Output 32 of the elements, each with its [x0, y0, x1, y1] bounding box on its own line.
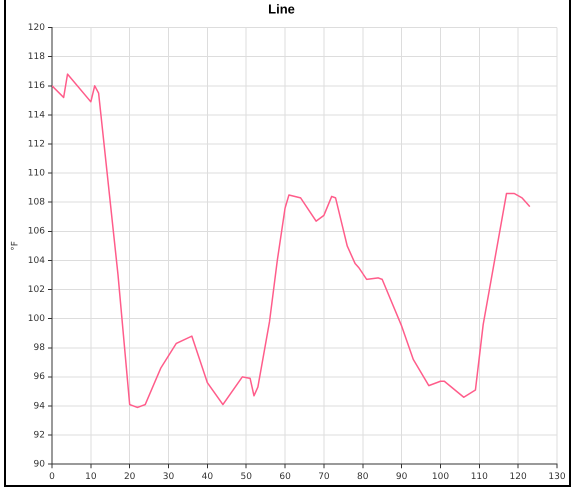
- y-tick-label: 120: [28, 22, 46, 33]
- chart-title: Line: [268, 1, 295, 16]
- y-tick-label: 112: [28, 139, 45, 150]
- y-axis-title: °F: [10, 241, 21, 251]
- x-tick-label: 80: [357, 472, 369, 482]
- y-tick-label: 106: [28, 226, 46, 237]
- y-tick-label: 116: [28, 81, 46, 92]
- x-tick-label: 40: [202, 472, 214, 482]
- x-tick-label: 60: [279, 472, 292, 482]
- y-tick-label: 104: [28, 256, 46, 266]
- y-tick-label: 94: [34, 401, 46, 412]
- x-tick-label: 100: [432, 472, 450, 482]
- x-tick-label: 90: [396, 472, 408, 482]
- y-tick-label: 98: [34, 343, 46, 354]
- x-tick-label: 130: [548, 472, 566, 482]
- y-tick-label: 118: [28, 52, 46, 62]
- y-tick-label: 108: [28, 198, 46, 208]
- x-tick-label: 10: [85, 472, 97, 482]
- y-tick-label: 100: [28, 314, 46, 324]
- x-tick-label: 110: [470, 472, 488, 482]
- y-tick-label: 110: [28, 168, 46, 178]
- y-tick-label: 114: [28, 110, 46, 120]
- y-tick-label: 92: [34, 430, 45, 440]
- y-tick-label: 96: [34, 372, 46, 382]
- y-tick-label: 102: [28, 284, 45, 295]
- y-tick-label: 90: [34, 460, 46, 470]
- x-tick-label: 50: [240, 472, 252, 482]
- x-tick-label: 0: [49, 472, 56, 482]
- x-tick-label: 120: [510, 472, 528, 482]
- x-tick-label: 70: [318, 472, 330, 482]
- x-tick-label: 30: [162, 472, 175, 482]
- x-tick-label: 20: [124, 472, 136, 482]
